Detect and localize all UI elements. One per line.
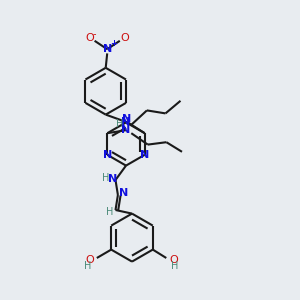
- Text: O: O: [86, 33, 94, 43]
- Text: H: H: [171, 261, 178, 271]
- Text: O: O: [85, 255, 94, 266]
- Text: N: N: [121, 125, 130, 135]
- Text: N: N: [103, 44, 112, 54]
- Text: N: N: [109, 173, 118, 184]
- Text: H: H: [84, 261, 92, 271]
- Text: N: N: [103, 150, 112, 160]
- Text: -: -: [93, 28, 96, 39]
- Text: H: H: [106, 207, 113, 218]
- Text: H: H: [116, 119, 124, 129]
- Text: N: N: [122, 114, 131, 124]
- Text: O: O: [169, 255, 178, 266]
- Text: N: N: [140, 150, 149, 160]
- Text: N: N: [122, 117, 130, 128]
- Text: N: N: [119, 188, 128, 199]
- Text: +: +: [110, 39, 117, 48]
- Text: H: H: [102, 172, 110, 183]
- Text: O: O: [120, 33, 129, 43]
